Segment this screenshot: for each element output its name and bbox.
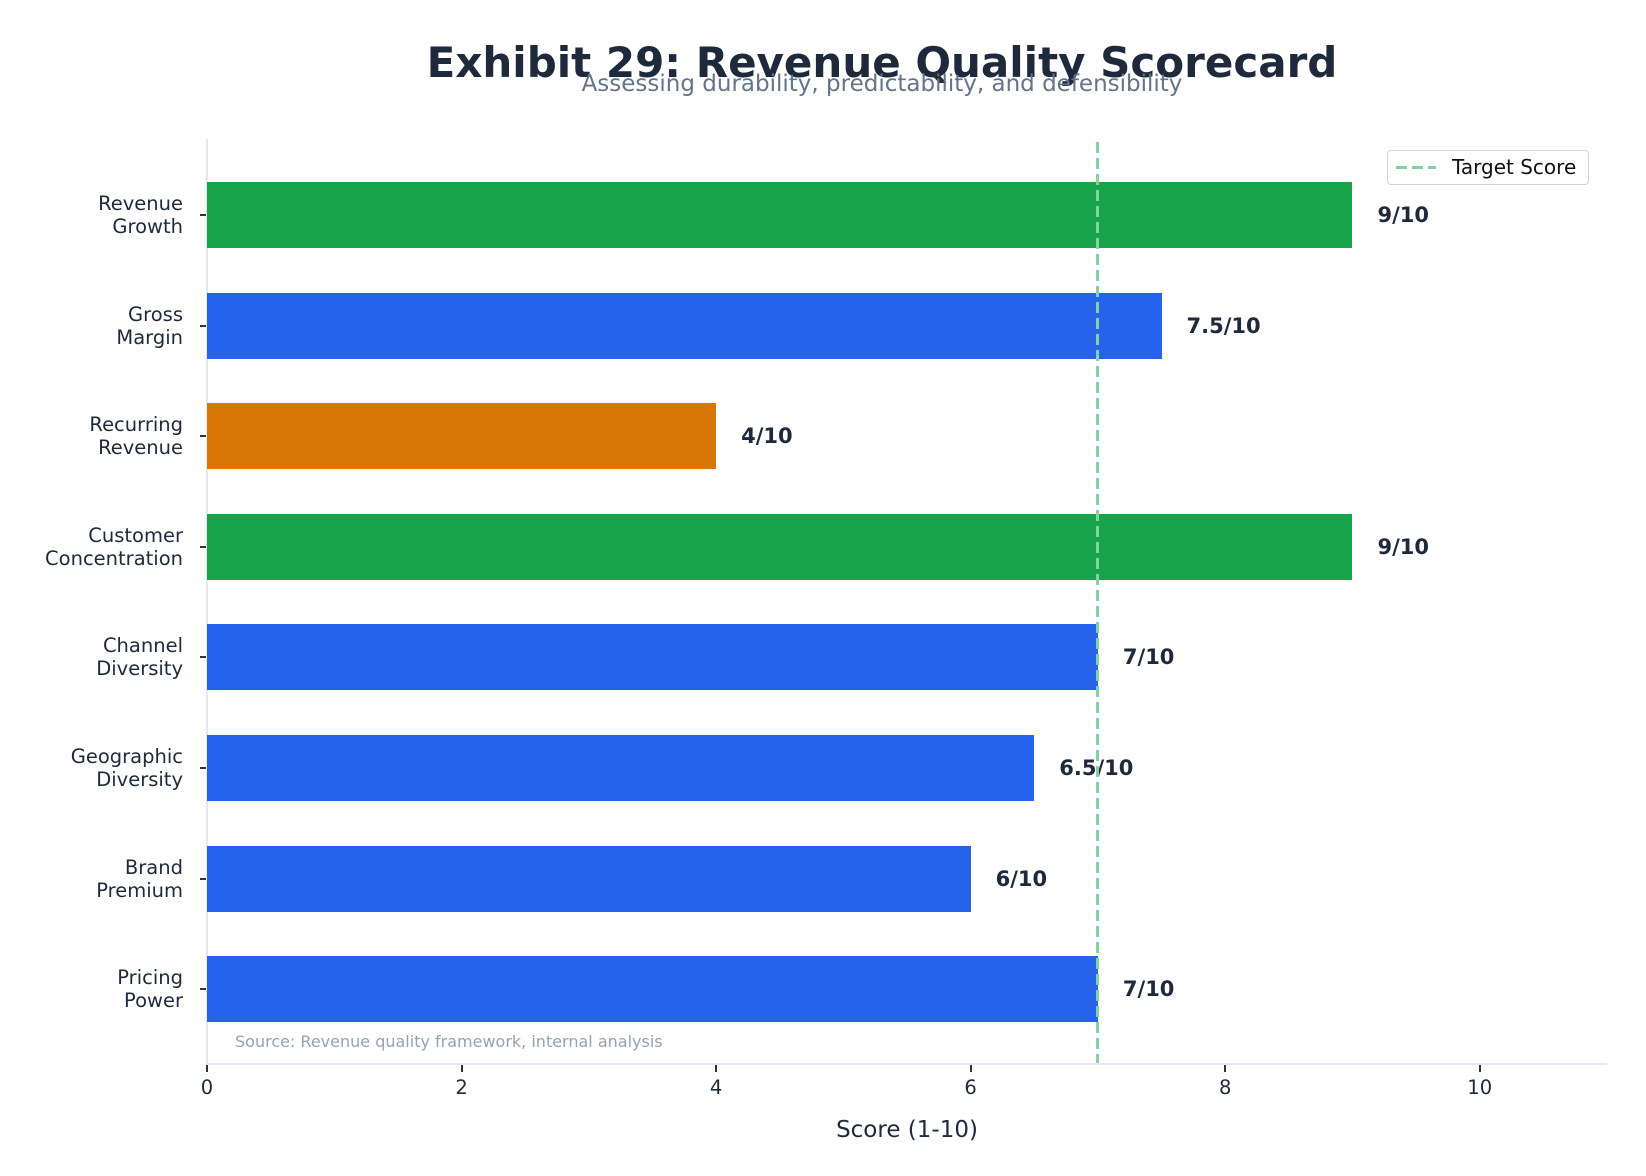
- x-tick-label: 4: [709, 1076, 723, 1099]
- legend-label-target: Target Score: [1452, 155, 1577, 179]
- bar-value-label: 7/10: [1122, 645, 1175, 670]
- x-axis-label: Score (1-10): [836, 1117, 978, 1143]
- y-tick-label: Geographic Diversity: [70, 745, 183, 791]
- x-tick-mark: [1478, 1065, 1481, 1072]
- bar: [207, 292, 1162, 359]
- chart-title: Exhibit 29: Revenue Quality Scorecard: [426, 38, 1338, 87]
- plot-area: 9/10 7.5/10 4/10 9/10 7/10 6.5/10 6/10 7/10 Rev…: [45, 139, 1607, 1143]
- y-tick-mark: [200, 656, 206, 659]
- y-tick-label: Recurring Revenue: [89, 413, 183, 460]
- source-note: Source: Revenue quality framework, inter…: [235, 1032, 663, 1051]
- bar-value-label: 7.5/10: [1186, 313, 1261, 338]
- bar: [207, 735, 1035, 801]
- bar-value-label: 6/10: [995, 866, 1048, 891]
- y-tick-mark: [200, 435, 206, 438]
- y-tick-mark: [200, 324, 206, 327]
- x-tick-label: 2: [455, 1076, 468, 1099]
- y-tick-label: Customer Concentration: [45, 523, 183, 570]
- y-tick-label: Pricing Power: [117, 966, 183, 1013]
- y-tick-mark: [200, 877, 206, 880]
- bar-value-label: 6.5/10: [1059, 756, 1133, 780]
- x-tick-mark: [206, 1065, 208, 1072]
- legend: Target Score: [1387, 150, 1589, 185]
- bar-value-label: 9/10: [1377, 203, 1429, 227]
- bar: [207, 513, 1353, 580]
- x-tick-label: 10: [1467, 1076, 1493, 1099]
- chart-subtitle: Assessing durability, predictability, an…: [581, 71, 1183, 97]
- y-tick-label: Channel Diversity: [96, 634, 183, 681]
- y-tick-label: Gross Margin: [116, 302, 183, 349]
- target-score-line: [1096, 142, 1100, 1063]
- y-tick-label: Revenue Growth: [98, 192, 183, 238]
- bar: [207, 624, 1098, 691]
- y-tick-mark: [200, 988, 206, 991]
- x-tick-label: 6: [964, 1076, 977, 1099]
- bar-value-label: 4/10: [741, 424, 793, 449]
- dashed-line-swatch-icon: [1396, 166, 1436, 169]
- bar: [207, 845, 971, 912]
- bar: [207, 956, 1098, 1023]
- bar-value-label: 9/10: [1377, 534, 1429, 559]
- x-axis-spine: [206, 1063, 1607, 1065]
- x-tick-label: 8: [1218, 1076, 1232, 1099]
- x-tick-mark: [1224, 1065, 1227, 1072]
- y-tick-mark: [200, 767, 206, 769]
- y-tick-mark: [200, 214, 206, 216]
- x-tick-mark: [969, 1065, 972, 1072]
- bar-value-label: 7/10: [1122, 977, 1175, 1002]
- y-tick-label: Brand Premium: [96, 855, 183, 902]
- bar: [207, 403, 717, 470]
- x-tick-label: 0: [200, 1076, 214, 1099]
- x-tick-mark: [715, 1065, 718, 1072]
- x-tick-mark: [460, 1065, 463, 1072]
- bar: [207, 182, 1353, 248]
- y-axis-spine: [206, 139, 208, 1064]
- y-tick-mark: [200, 545, 206, 548]
